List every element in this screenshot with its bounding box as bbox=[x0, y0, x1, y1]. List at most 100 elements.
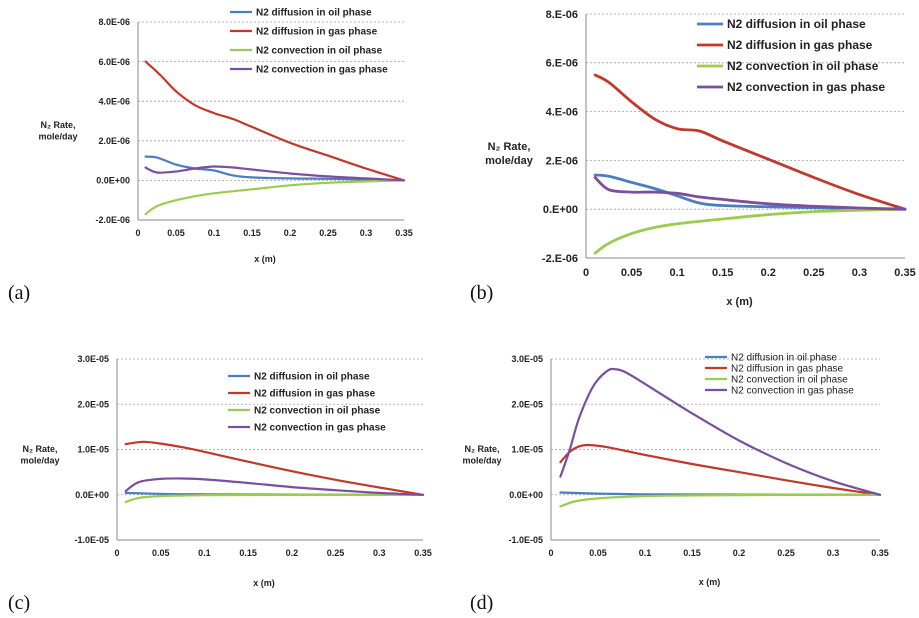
series-line-oil-diffusion bbox=[144, 155, 406, 182]
x-tick-label: 0.3 bbox=[852, 267, 867, 279]
y-tick-label: 2.0E-05 bbox=[511, 399, 543, 409]
series-group bbox=[124, 440, 425, 504]
chart-d: -1.0E-05 0.0E+00 1.0E-05 2.0E-05 3.0E-05 0 0.0… bbox=[462, 353, 889, 588]
legend: N2 diffusion in oil phase N2 diffusion in… bbox=[697, 17, 885, 94]
series-line-gas-diffusion bbox=[124, 440, 425, 496]
x-tick-label: 0.1 bbox=[639, 548, 652, 558]
y-tick-label: 2.0E-06 bbox=[98, 136, 130, 146]
x-tick-label: 0.2 bbox=[733, 548, 746, 558]
x-tick-label: 0.15 bbox=[683, 548, 701, 558]
x-tick-label: 0.1 bbox=[198, 548, 211, 558]
legend-label-gas-diffusion: N2 diffusion in gas phase bbox=[254, 389, 376, 400]
panel-label-a: (a) bbox=[8, 282, 31, 304]
legend-label-oil-convection: N2 convection in oil phase bbox=[727, 59, 879, 73]
legend-label-gas-diffusion: N2 diffusion in gas phase bbox=[256, 27, 378, 38]
legend-label-oil-convection: N2 convection in oil phase bbox=[254, 406, 381, 417]
x-tick-label: 0.35 bbox=[414, 548, 432, 558]
x-tick-label: 0.1 bbox=[669, 267, 684, 279]
series-line-gas-convection bbox=[144, 165, 406, 182]
y-tick-label: 4.0E-06 bbox=[98, 96, 130, 106]
y-tick-label: 8.E-06 bbox=[546, 9, 578, 21]
x-tick-label: 0 bbox=[114, 548, 119, 558]
panel-label-b: (b) bbox=[470, 282, 494, 304]
legend: N2 diffusion in oil phase N2 diffusion in… bbox=[228, 372, 386, 434]
series-line-gas-diffusion bbox=[593, 73, 907, 211]
x-tick-label: 0.25 bbox=[327, 548, 345, 558]
x-axis-title: x (m) bbox=[253, 578, 275, 588]
x-tick-label: 0.15 bbox=[243, 228, 261, 238]
series-line-oil-convection bbox=[593, 207, 907, 255]
legend-label-gas-diffusion: N2 diffusion in gas phase bbox=[727, 38, 873, 52]
x-tick-label: 0.3 bbox=[373, 548, 386, 558]
series-group bbox=[593, 73, 907, 255]
y-tick-label: -1.0E-05 bbox=[508, 535, 543, 545]
y-tick-label: 1.0E-05 bbox=[77, 445, 109, 455]
chart-a: -2.0E-06 0.0E+00 2.0E-06 4.0E-06 6.0E-06 8.0E… bbox=[38, 8, 413, 265]
y-axis-title: N₂ Rate, mole/day bbox=[38, 120, 77, 141]
y-tick-label: 0.0E+00 bbox=[509, 490, 543, 500]
legend-label-oil-diffusion: N2 diffusion in oil phase bbox=[727, 17, 866, 31]
legend-label-oil-diffusion: N2 diffusion in oil phase bbox=[256, 8, 372, 19]
x-tick-label: 0.25 bbox=[319, 228, 337, 238]
legend-label-oil-convection: N2 convection in oil phase bbox=[731, 375, 848, 386]
x-tick-label: 0.35 bbox=[871, 548, 889, 558]
chart-b: -2.E-06 0.E+00 2.E-06 4.E-06 6.E-06 8.E-06 0 0.… bbox=[485, 9, 916, 308]
series-line-oil-convection bbox=[124, 493, 425, 504]
series-group bbox=[559, 367, 882, 508]
x-tick-label: 0.1 bbox=[208, 228, 221, 238]
panel-label-d: (d) bbox=[470, 592, 494, 614]
series-group bbox=[144, 60, 406, 216]
y-tick-label: 0.0E+00 bbox=[75, 490, 109, 500]
series-line-oil-convection bbox=[559, 493, 882, 508]
y-tick-label: 2.0E-05 bbox=[77, 399, 109, 409]
y-tick-label: 3.0E-05 bbox=[77, 354, 109, 364]
series-line-gas-convection bbox=[124, 477, 425, 496]
y-tick-label: 1.0E-05 bbox=[511, 445, 543, 455]
x-tick-label: 0.35 bbox=[894, 267, 915, 279]
y-tick-label: 3.0E-05 bbox=[511, 354, 543, 364]
x-tick-label: 0.25 bbox=[803, 267, 824, 279]
legend-label-gas-convection: N2 convection in gas phase bbox=[254, 423, 386, 434]
legend-label-oil-diffusion: N2 diffusion in oil phase bbox=[254, 372, 370, 383]
y-axis-title: N₂ Rate, mole/day bbox=[462, 444, 501, 465]
legend-label-gas-convection: N2 convection in gas phase bbox=[256, 65, 388, 76]
legend-label-oil-diffusion: N2 diffusion in oil phase bbox=[731, 353, 837, 364]
y-tick-label: -2.E-06 bbox=[542, 253, 578, 265]
series-line-gas-diffusion bbox=[559, 443, 882, 496]
x-tick-label: 0.2 bbox=[284, 228, 297, 238]
y-tick-label: 0.0E+00 bbox=[96, 176, 130, 186]
y-tick-label: 2.E-06 bbox=[546, 155, 578, 167]
series-line-gas-convection bbox=[559, 367, 882, 496]
series-line-gas-diffusion bbox=[144, 60, 406, 182]
legend: N2 diffusion in oil phase N2 diffusion in… bbox=[230, 8, 388, 76]
legend-label-gas-convection: N2 convection in gas phase bbox=[727, 80, 885, 94]
y-axis-title: N₂ Rate, mole/day bbox=[485, 141, 534, 167]
panel-label-c: (c) bbox=[8, 592, 31, 614]
x-tick-label: 0.05 bbox=[621, 267, 642, 279]
chart-c: -1.0E-05 0.0E+00 1.0E-05 2.0E-05 3.0E-05 0 0.0… bbox=[20, 354, 432, 588]
x-axis-title: x (m) bbox=[699, 577, 721, 587]
legend-label-oil-convection: N2 convection in oil phase bbox=[256, 46, 383, 57]
x-tick-label: 0 bbox=[583, 267, 589, 279]
x-tick-label: 0 bbox=[135, 228, 140, 238]
y-tick-label: -2.0E-06 bbox=[95, 215, 130, 225]
series-line-gas-convection bbox=[593, 176, 907, 211]
x-axis-title: x (m) bbox=[726, 296, 753, 308]
x-tick-label: 0.3 bbox=[360, 228, 373, 238]
x-axis-title: x (m) bbox=[254, 254, 276, 264]
legend-label-gas-convection: N2 convection in gas phase bbox=[731, 386, 854, 397]
y-tick-label: 0.E+00 bbox=[543, 204, 578, 216]
y-tick-label: 6.E-06 bbox=[546, 58, 578, 70]
x-tick-label: 0.35 bbox=[395, 228, 413, 238]
legend-label-gas-diffusion: N2 diffusion in gas phase bbox=[731, 364, 844, 375]
x-tick-label: 0.25 bbox=[777, 548, 795, 558]
y-axis-title: N₂ Rate, mole/day bbox=[20, 444, 59, 465]
series-line-oil-convection bbox=[144, 179, 406, 216]
x-tick-label: 0.15 bbox=[712, 267, 733, 279]
x-tick-label: 0.2 bbox=[286, 548, 299, 558]
y-tick-label: 6.0E-06 bbox=[98, 57, 130, 67]
x-tick-label: 0 bbox=[548, 548, 553, 558]
x-tick-label: 0.05 bbox=[589, 548, 607, 558]
